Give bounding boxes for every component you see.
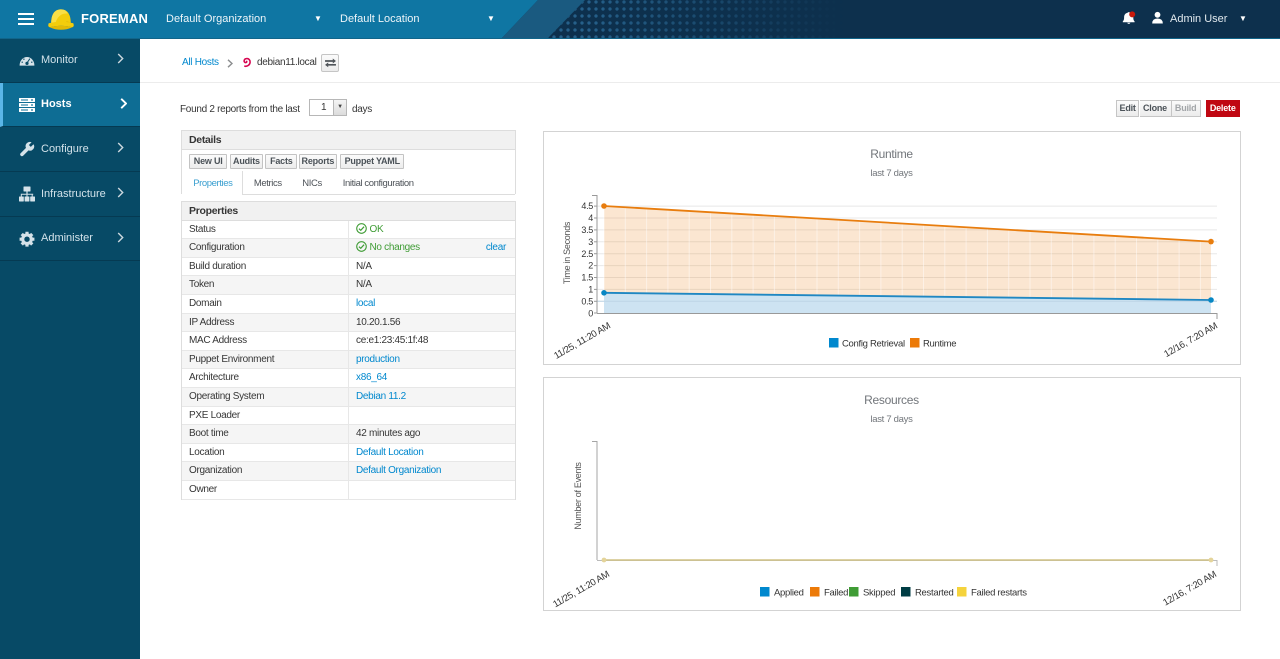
svg-text:3.5: 3.5 bbox=[581, 225, 593, 235]
svg-text:3: 3 bbox=[588, 237, 593, 247]
svg-text:2.5: 2.5 bbox=[581, 249, 593, 259]
svg-text:4.5: 4.5 bbox=[581, 201, 593, 211]
svg-text:0: 0 bbox=[588, 308, 593, 318]
svg-text:12/16, 7:20 AM: 12/16, 7:20 AM bbox=[1162, 320, 1220, 360]
svg-text:4: 4 bbox=[588, 213, 593, 223]
svg-text:12/16, 7:20 AM: 12/16, 7:20 AM bbox=[1161, 569, 1219, 609]
svg-text:0.5: 0.5 bbox=[581, 296, 593, 306]
svg-text:2: 2 bbox=[588, 261, 593, 271]
svg-text:Config Retrieval: Config Retrieval bbox=[842, 339, 905, 350]
svg-text:1.5: 1.5 bbox=[581, 273, 593, 283]
svg-text:1: 1 bbox=[588, 285, 593, 295]
svg-text:Failed: Failed bbox=[824, 588, 848, 599]
svg-text:Failed restarts: Failed restarts bbox=[971, 588, 1027, 599]
svg-text:11/25, 11:20 AM: 11/25, 11:20 AM bbox=[552, 320, 613, 361]
svg-text:Applied: Applied bbox=[774, 588, 804, 599]
svg-text:Runtime: Runtime bbox=[923, 339, 956, 350]
svg-text:11/25, 11:20 AM: 11/25, 11:20 AM bbox=[551, 569, 612, 610]
svg-text:Number of Events: Number of Events bbox=[573, 462, 583, 530]
svg-text:Skipped: Skipped bbox=[863, 588, 895, 599]
svg-text:Restarted: Restarted bbox=[915, 588, 954, 599]
svg-text:Time in Seconds: Time in Seconds bbox=[562, 221, 572, 284]
